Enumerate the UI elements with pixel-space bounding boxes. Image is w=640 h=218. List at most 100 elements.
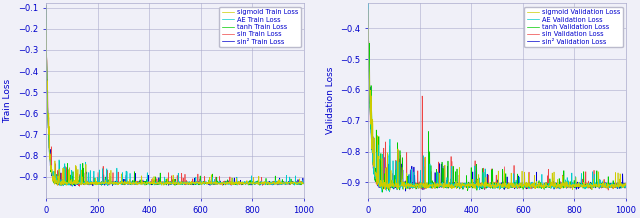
Legend: sigmoid Validation Loss, AE Validation Loss, tanh Validation Loss, sin Validatio: sigmoid Validation Loss, AE Validation L… bbox=[524, 7, 623, 48]
sin² Train Loss bbox=[300, 182, 308, 185]
sin Validation Loss bbox=[468, 184, 476, 186]
sin² Validation Loss bbox=[541, 184, 549, 187]
AE Train Loss bbox=[243, 182, 251, 184]
sin Validation Loss bbox=[622, 183, 630, 185]
AE Train Loss bbox=[68, 185, 76, 188]
sin² Train Loss bbox=[42, 4, 50, 7]
sin Validation Loss bbox=[570, 186, 577, 189]
Line: sin Train Loss: sin Train Loss bbox=[46, 6, 304, 186]
tanh Validation Loss bbox=[565, 183, 573, 186]
sin Validation Loss bbox=[364, 8, 372, 11]
sin Validation Loss bbox=[477, 183, 485, 186]
Line: AE Train Loss: AE Train Loss bbox=[46, 6, 304, 186]
sigmoid Validation Loss bbox=[478, 183, 486, 186]
sin Validation Loss bbox=[565, 184, 573, 186]
Line: sin Validation Loss: sin Validation Loss bbox=[368, 10, 626, 190]
tanh Train Loss bbox=[68, 182, 76, 185]
sigmoid Train Loss bbox=[243, 182, 251, 184]
sigmoid Validation Loss bbox=[541, 181, 549, 184]
AE Validation Loss bbox=[566, 184, 573, 186]
tanh Train Loss bbox=[248, 182, 255, 184]
AE Validation Loss bbox=[570, 184, 578, 187]
AE Validation Loss bbox=[364, 8, 372, 11]
sin² Train Loss bbox=[68, 182, 76, 184]
sin Validation Loss bbox=[541, 185, 549, 188]
Line: tanh Train Loss: tanh Train Loss bbox=[46, 6, 304, 185]
sin Train Loss bbox=[76, 185, 83, 188]
AE Validation Loss bbox=[469, 184, 477, 187]
sin² Train Loss bbox=[147, 182, 154, 185]
sin Train Loss bbox=[300, 182, 308, 185]
sigmoid Validation Loss bbox=[391, 185, 399, 188]
tanh Validation Loss bbox=[541, 184, 549, 187]
tanh Train Loss bbox=[98, 184, 106, 187]
sigmoid Train Loss bbox=[220, 181, 227, 184]
sin Train Loss bbox=[156, 182, 164, 185]
Line: sin² Validation Loss: sin² Validation Loss bbox=[368, 10, 626, 191]
AE Validation Loss bbox=[364, 0, 372, 2]
sigmoid Train Loss bbox=[156, 181, 164, 184]
sigmoid Train Loss bbox=[300, 182, 308, 185]
sigmoid Train Loss bbox=[42, 4, 50, 7]
sigmoid Validation Loss bbox=[570, 184, 578, 186]
Y-axis label: Validation Loss: Validation Loss bbox=[326, 67, 335, 134]
AE Train Loss bbox=[42, 4, 50, 7]
tanh Validation Loss bbox=[364, 8, 372, 11]
sin Train Loss bbox=[42, 4, 50, 7]
sin² Train Loss bbox=[220, 182, 227, 185]
AE Train Loss bbox=[68, 182, 76, 185]
sin² Validation Loss bbox=[478, 187, 486, 190]
AE Train Loss bbox=[147, 182, 154, 184]
tanh Validation Loss bbox=[622, 184, 630, 187]
tanh Train Loss bbox=[156, 183, 164, 186]
AE Validation Loss bbox=[541, 185, 549, 188]
sigmoid Validation Loss bbox=[364, 8, 372, 11]
sigmoid Validation Loss bbox=[468, 186, 476, 188]
sin² Validation Loss bbox=[364, 8, 372, 11]
AE Train Loss bbox=[156, 182, 164, 185]
sin² Validation Loss bbox=[390, 183, 398, 186]
tanh Validation Loss bbox=[570, 184, 578, 187]
sin² Validation Loss bbox=[622, 184, 630, 187]
AE Train Loss bbox=[220, 182, 227, 185]
sin² Validation Loss bbox=[565, 183, 573, 185]
sigmoid Train Loss bbox=[58, 184, 65, 187]
Line: sin² Train Loss: sin² Train Loss bbox=[46, 6, 304, 186]
tanh Train Loss bbox=[42, 4, 50, 7]
Line: AE Validation Loss: AE Validation Loss bbox=[368, 0, 626, 192]
AE Validation Loss bbox=[378, 191, 385, 193]
Line: tanh Validation Loss: tanh Validation Loss bbox=[368, 10, 626, 192]
Y-axis label: Train Loss: Train Loss bbox=[3, 79, 12, 123]
sin Train Loss bbox=[220, 181, 227, 184]
sigmoid Validation Loss bbox=[565, 184, 573, 187]
Legend: sigmoid Train Loss, AE Train Loss, tanh Train Loss, sin Train Loss, sin² Train L: sigmoid Train Loss, AE Train Loss, tanh … bbox=[220, 7, 301, 48]
sin² Validation Loss bbox=[402, 190, 410, 192]
Line: sigmoid Train Loss: sigmoid Train Loss bbox=[46, 6, 304, 186]
AE Validation Loss bbox=[478, 187, 486, 189]
sin Train Loss bbox=[243, 182, 251, 184]
AE Validation Loss bbox=[622, 186, 630, 188]
sigmoid Train Loss bbox=[147, 183, 154, 186]
sin Train Loss bbox=[147, 182, 154, 184]
tanh Train Loss bbox=[220, 182, 227, 184]
sin² Validation Loss bbox=[468, 184, 476, 187]
Line: sigmoid Validation Loss: sigmoid Validation Loss bbox=[368, 10, 626, 190]
sin Validation Loss bbox=[390, 186, 398, 189]
AE Train Loss bbox=[248, 181, 255, 184]
tanh Train Loss bbox=[243, 182, 251, 184]
AE Train Loss bbox=[300, 182, 308, 184]
sin² Train Loss bbox=[71, 185, 79, 187]
tanh Train Loss bbox=[300, 182, 308, 185]
sin Train Loss bbox=[68, 180, 76, 183]
AE Validation Loss bbox=[391, 183, 399, 186]
sin² Train Loss bbox=[248, 181, 255, 183]
tanh Validation Loss bbox=[391, 185, 399, 188]
sigmoid Validation Loss bbox=[622, 183, 630, 186]
tanh Validation Loss bbox=[379, 191, 387, 193]
sin Train Loss bbox=[248, 182, 255, 185]
tanh Validation Loss bbox=[478, 184, 486, 187]
tanh Train Loss bbox=[147, 182, 154, 184]
sin² Train Loss bbox=[243, 183, 251, 185]
sigmoid Validation Loss bbox=[386, 189, 394, 191]
tanh Validation Loss bbox=[468, 187, 476, 189]
